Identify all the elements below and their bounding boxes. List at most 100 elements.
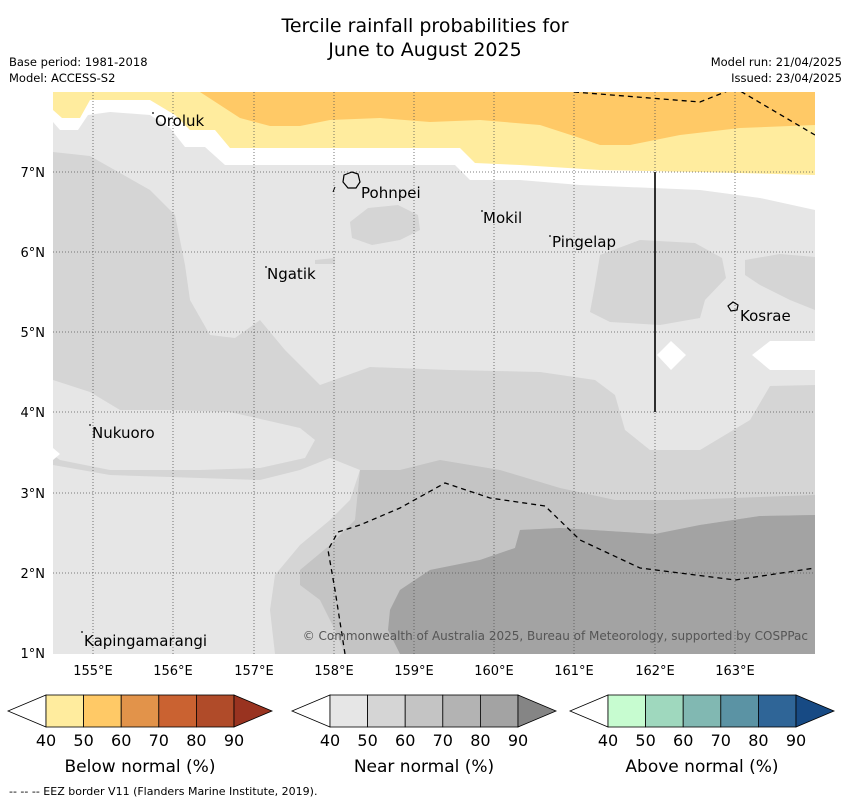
place-kapingamarangi: Kapingamarangi — [84, 632, 207, 650]
model-run-text: Model run: 21/04/2025 — [710, 55, 842, 69]
legend-above-title: Above normal (%) — [625, 757, 778, 777]
copyright-text: © Commonwealth of Australia 2025, Bureau… — [303, 629, 808, 643]
lon-tick-159: 159°E — [394, 664, 434, 679]
legend-below-tick-50: 50 — [73, 731, 93, 750]
near-normal-50-ngatik-sliver — [315, 258, 335, 264]
legend-near-tick-80: 80 — [470, 731, 490, 750]
lon-tick-162: 162°E — [635, 664, 675, 679]
legend-below-arrow-left — [6, 694, 47, 728]
legend-near-tick-70: 70 — [433, 731, 453, 750]
place-nukuoro: Nukuoro — [92, 424, 155, 442]
legend-near-tick-60: 60 — [395, 731, 415, 750]
legend-near-swatch-1 — [329, 694, 368, 728]
place-mokil: Mokil — [483, 209, 522, 227]
mokil-dot — [481, 210, 483, 212]
title-line-2: June to August 2025 — [328, 39, 522, 61]
legend-below-tick-40: 40 — [36, 731, 56, 750]
issued-text: Issued: 23/04/2025 — [731, 71, 842, 85]
near-40-white-east — [752, 341, 815, 370]
legend-above-tick-90: 90 — [786, 731, 806, 750]
legend-below-tick-70: 70 — [149, 731, 169, 750]
lat-tick-7: 7°N — [21, 166, 46, 181]
legend-near-swatch-2 — [367, 694, 406, 728]
near-40-white-diamond — [657, 341, 686, 370]
legend-below-tick-90: 90 — [224, 731, 244, 750]
meta-left: Base period: 1981-2018 Model: ACCESS-S2 — [9, 54, 148, 86]
oroluk-dot — [152, 112, 154, 114]
lon-tick-156: 156°E — [153, 664, 193, 679]
near-normal-40-pocket — [53, 380, 315, 470]
legend-below-tick-80: 80 — [186, 731, 206, 750]
x-axis-ticks: 155°E 156°E 157°E 158°E 159°E 160°E 161°… — [73, 664, 755, 679]
kapingamarangi-dot — [81, 631, 83, 633]
legend-below-swatch-3 — [120, 694, 160, 728]
legend-near-swatch-5 — [479, 694, 519, 728]
nukuoro-dot — [89, 424, 91, 426]
legend-below-swatch-5 — [195, 694, 235, 728]
map-title: Tercile rainfall probabilities for June … — [0, 14, 850, 62]
near-normal-50-east-blob — [590, 240, 726, 325]
lon-tick-161: 161°E — [554, 664, 594, 679]
base-period-text: Base period: 1981-2018 — [9, 55, 148, 69]
legend-below-normal: 40 50 60 70 80 90 Below normal (%) — [6, 694, 274, 777]
legend-near-tick-50: 50 — [357, 731, 377, 750]
ngatik-dot — [265, 266, 267, 268]
near-40-white-edge — [53, 448, 60, 460]
below-normal-50-band — [200, 92, 815, 145]
legend-above-swatch-3 — [682, 694, 722, 728]
lat-tick-4: 4°N — [21, 406, 46, 421]
lat-tick-6: 6°N — [21, 246, 46, 261]
legend-near-title: Near normal (%) — [354, 757, 494, 777]
legend-near-swatch-4 — [442, 694, 481, 728]
legend-above-tick-80: 80 — [748, 731, 768, 750]
eez-footnote: -- -- -- EEZ border V11 (Flanders Marine… — [9, 785, 318, 798]
legend-above-normal: 40 50 60 70 80 90 Above normal (%) — [568, 694, 836, 777]
legend-below-swatch-1 — [45, 694, 84, 728]
place-kosrae: Kosrae — [740, 307, 791, 325]
legend-below-tick-60: 60 — [111, 731, 131, 750]
legend-above-arrow-right — [795, 694, 836, 728]
pingelap-dot — [549, 235, 551, 237]
lat-tick-3: 3°N — [21, 487, 46, 502]
legend-below-title: Below normal (%) — [65, 757, 216, 777]
legend-above-swatch-1 — [607, 694, 646, 728]
legend-near-arrow-left — [290, 694, 331, 728]
eez-border-south — [327, 482, 815, 654]
pohnpei-island — [342, 171, 361, 189]
legend-above-swatch-4 — [720, 694, 759, 728]
eez-border-north — [573, 92, 815, 136]
kosrae-island — [727, 301, 739, 312]
lat-tick-2: 2°N — [21, 567, 46, 582]
legend-near-tick-40: 40 — [320, 731, 340, 750]
place-oroluk: Oroluk — [155, 112, 204, 130]
model-text: Model: ACCESS-S2 — [9, 71, 116, 85]
lon-tick-157: 157°E — [234, 664, 274, 679]
legend-above-arrow-left — [568, 694, 609, 728]
pohnpei-outlier — [332, 186, 336, 193]
lon-tick-160: 160°E — [474, 664, 514, 679]
y-axis-ticks: 7°N 6°N 5°N 4°N 3°N 2°N 1°N — [21, 166, 46, 662]
probability-field: Oroluk Pohnpei Mokil Pingelap Ngatik Kos… — [53, 92, 815, 654]
legend-above-swatch-2 — [645, 694, 684, 728]
place-ngatik: Ngatik — [267, 265, 316, 283]
legend-below-swatch-4 — [158, 694, 197, 728]
legend-near-arrow-right — [517, 694, 558, 728]
title-line-1: Tercile rainfall probabilities for — [281, 15, 569, 37]
meta-right: Model run: 21/04/2025 Issued: 23/04/2025 — [711, 54, 842, 86]
legend-near-normal: 40 50 60 70 80 90 Near normal (%) — [290, 694, 558, 777]
place-pingelap: Pingelap — [552, 233, 616, 251]
lon-tick-163: 163°E — [715, 664, 755, 679]
legend-near-tick-90: 90 — [508, 731, 528, 750]
near-normal-50-pohnpei-blob — [350, 205, 420, 245]
lon-tick-155: 155°E — [73, 664, 113, 679]
lon-tick-158: 158°E — [314, 664, 354, 679]
legend-near-swatch-3 — [404, 694, 444, 728]
legend-above-swatch-5 — [758, 694, 797, 728]
near-normal-50-far-east-blob — [745, 254, 815, 310]
legend-below-swatch-2 — [83, 694, 122, 728]
legend-below-arrow-right — [233, 694, 274, 728]
near-normal-40-southwest — [53, 458, 360, 654]
near-normal-80-area — [388, 515, 815, 654]
legend-above-tick-70: 70 — [711, 731, 731, 750]
